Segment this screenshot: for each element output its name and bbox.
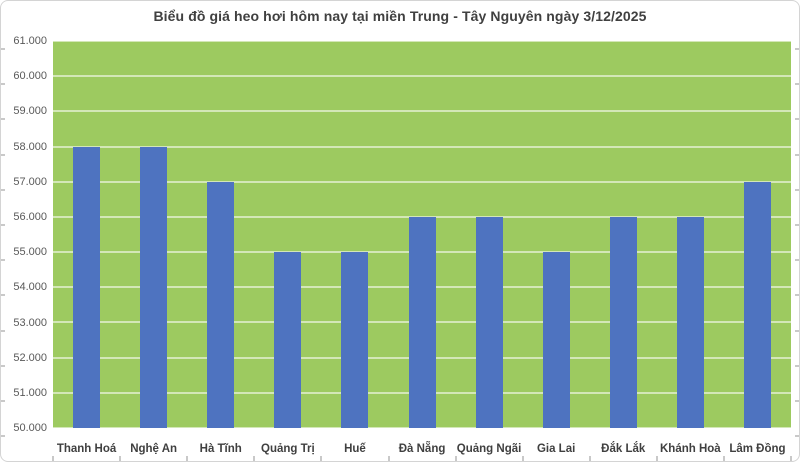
bar-1 [73, 146, 100, 428]
y-tick-label: 53.000 [13, 316, 47, 329]
y-tick-label: 50.000 [13, 422, 47, 434]
gridline [53, 75, 791, 78]
x-tick-label: Đắk Lắk [601, 443, 646, 455]
frame-tick-bottom [722, 456, 725, 461]
chart-title: Biểu đồ giá heo hơi hôm nay tại miền Tru… [153, 8, 647, 24]
y-tick-label: 54.000 [13, 281, 47, 294]
frame-tick-left [1, 83, 5, 86]
frame-tick-bottom [387, 456, 390, 461]
frame-tick-bottom [521, 456, 524, 461]
gridline [53, 41, 791, 42]
y-tick-label: 59.000 [13, 105, 47, 118]
bar-7 [475, 216, 503, 428]
frame-tick-bottom [186, 456, 189, 461]
y-tick-label: 51.000 [13, 386, 47, 399]
frame-tick-right [795, 223, 799, 226]
bar-5 [341, 252, 369, 428]
y-tick-label: 56.000 [13, 210, 47, 223]
frame-tick-left [1, 259, 5, 262]
frame-tick-right [795, 188, 799, 191]
bar-11 [744, 181, 771, 428]
frame-tick-right [795, 329, 799, 332]
frame-tick-left [1, 294, 5, 297]
y-tick-label: 55.000 [13, 246, 47, 259]
frame-tick-right [795, 364, 799, 367]
x-tick-label: Lâm Đồng [729, 443, 786, 455]
frame-tick-left [1, 329, 5, 332]
frame-tick-right [795, 118, 799, 121]
frame-tick-left [1, 364, 5, 367]
x-tick-label: Đà Nẵng [398, 443, 446, 455]
frame-tick-left [1, 223, 5, 226]
x-tick-label: Quảng Trị [261, 443, 315, 455]
frame-tick-right [795, 294, 799, 297]
gridline [53, 110, 791, 113]
frame-tick-bottom [790, 456, 792, 461]
bar-9 [609, 216, 637, 428]
y-tick-label: 52.000 [13, 351, 47, 364]
x-tick-label: Thanh Hoá [56, 443, 117, 455]
frame-tick-bottom [52, 456, 54, 461]
frame-tick-right [795, 259, 799, 262]
x-tick-label: Nghệ An [130, 443, 178, 455]
x-tick-label: Huế [344, 443, 366, 455]
bar-2 [140, 146, 168, 428]
frame-tick-left [1, 153, 5, 156]
y-tick-label: 58.000 [13, 140, 47, 153]
frame-tick-left [1, 118, 5, 121]
frame-tick-bottom [320, 456, 323, 461]
y-tick-label: 60.000 [13, 70, 47, 83]
gridline [53, 180, 791, 183]
gridline [53, 145, 791, 148]
plot-area [53, 41, 791, 428]
x-tick-label: Quảng Ngãi [456, 443, 522, 455]
frame-tick-left [1, 48, 5, 50]
frame-tick-left [1, 435, 5, 437]
frame-tick-right [795, 48, 799, 50]
frame-tick-bottom [119, 456, 122, 461]
x-tick-label: Hà Tĩnh [199, 443, 242, 455]
y-tick-label: 61.000 [13, 35, 47, 47]
frame-tick-right [795, 435, 799, 437]
frame-tick-bottom [454, 456, 457, 461]
frame-tick-left [1, 188, 5, 191]
bar-8 [542, 252, 570, 428]
bar-10 [676, 216, 704, 428]
frame-tick-right [795, 153, 799, 156]
frame-tick-right [795, 399, 799, 402]
frame-tick-right [795, 83, 799, 86]
frame-tick-bottom [588, 456, 591, 461]
y-tick-label: 57.000 [13, 175, 47, 188]
bar-6 [408, 216, 436, 428]
bar-4 [274, 252, 302, 428]
x-tick-label: Gia Lai [536, 443, 576, 455]
x-tick-label: Khánh Hoà [659, 443, 721, 455]
frame-tick-bottom [655, 456, 658, 461]
bar-3 [207, 181, 235, 428]
frame-tick-bottom [253, 456, 256, 461]
frame-tick-left [1, 399, 5, 402]
